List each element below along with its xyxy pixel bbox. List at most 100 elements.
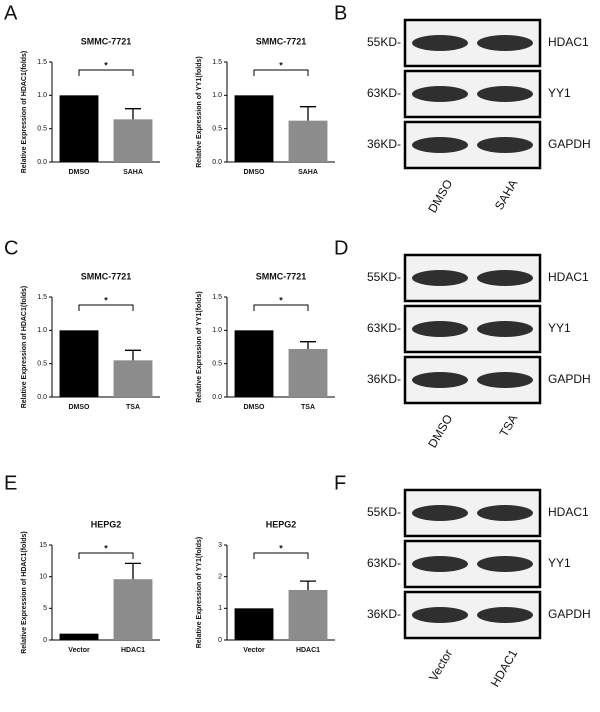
x-tick-label: DMSO xyxy=(69,404,91,411)
blot-band xyxy=(477,505,533,521)
lane-label: DMSO xyxy=(425,177,455,215)
significance-bracket xyxy=(253,304,309,311)
significance-mark: * xyxy=(104,295,108,305)
blot-band xyxy=(477,137,533,153)
error-bar xyxy=(300,341,316,349)
lane-label: Vector xyxy=(426,647,455,683)
blot-band xyxy=(412,372,468,388)
blot-band xyxy=(412,321,468,337)
blot-band xyxy=(412,505,468,521)
panel-letter: A xyxy=(4,2,18,24)
y-tick-label: 3 xyxy=(218,542,222,549)
bar xyxy=(113,360,153,397)
bar xyxy=(288,589,328,640)
y-tick-label: 1.0 xyxy=(37,327,47,334)
blot-band xyxy=(477,270,533,286)
y-tick-label: 5 xyxy=(43,605,47,612)
chart-title: SMMC-7721 xyxy=(81,36,132,46)
blot-band xyxy=(412,607,468,623)
bar xyxy=(59,633,99,640)
x-tick-label: DMSO xyxy=(244,169,266,176)
y-tick-label: 1.5 xyxy=(37,294,47,301)
bar xyxy=(113,119,153,162)
x-tick-label: Vector xyxy=(243,647,265,654)
marker-label: 63KD- xyxy=(367,556,401,570)
x-tick-label: HDAC1 xyxy=(296,647,320,654)
protein-label: HDAC1 xyxy=(548,35,589,49)
y-tick-label: 1.0 xyxy=(37,92,47,99)
lane-label: HDAC1 xyxy=(488,647,521,690)
error-bar xyxy=(300,580,316,590)
y-tick-label: 1.5 xyxy=(212,59,222,66)
marker-label: 36KD- xyxy=(367,137,401,151)
marker-label: 36KD- xyxy=(367,607,401,621)
x-tick-label: DMSO xyxy=(244,404,266,411)
lane-label: TSA xyxy=(497,412,521,439)
significance-mark: * xyxy=(104,543,108,553)
protein-label: HDAC1 xyxy=(548,505,589,519)
x-tick-label: SAHA xyxy=(298,169,318,176)
y-tick-label: 0.5 xyxy=(212,126,222,133)
protein-label: GAPDH xyxy=(548,137,591,151)
y-tick-label: 1.0 xyxy=(212,92,222,99)
marker-label: 63KD- xyxy=(367,321,401,335)
significance-mark: * xyxy=(279,543,283,553)
panel-letter: D xyxy=(334,237,348,259)
x-tick-label: Vector xyxy=(68,647,90,654)
chart-title: SMMC-7721 xyxy=(81,271,132,281)
blot-band xyxy=(412,137,468,153)
significance-mark: * xyxy=(279,60,283,70)
y-tick-label: 0.0 xyxy=(37,159,47,166)
marker-label: 55KD- xyxy=(367,270,401,284)
y-axis-label: Relative Expression of HDAC1(folds) xyxy=(21,531,28,654)
y-axis-label: Relative Expression of YY1(folds) xyxy=(196,56,203,168)
blot-band xyxy=(477,372,533,388)
y-axis-label: Relative Expression of YY1(folds) xyxy=(196,537,203,649)
y-tick-label: 1 xyxy=(218,605,222,612)
protein-label: HDAC1 xyxy=(548,270,589,284)
bar xyxy=(113,579,153,640)
x-tick-label: SAHA xyxy=(123,169,143,176)
protein-label: YY1 xyxy=(548,86,571,100)
blot-band xyxy=(477,556,533,572)
significance-bracket xyxy=(253,69,309,76)
y-tick-label: 1.5 xyxy=(212,294,222,301)
bar xyxy=(234,95,274,162)
significance-bracket xyxy=(78,552,134,559)
error-bar xyxy=(125,349,141,361)
blot-band xyxy=(412,270,468,286)
panel-letter: B xyxy=(334,2,347,24)
protein-label: GAPDH xyxy=(548,372,591,386)
y-axis-label: Relative Expression of HDAC1(folds) xyxy=(21,51,28,174)
chart-title: HEPG2 xyxy=(266,519,297,529)
lane-label: DMSO xyxy=(425,412,455,450)
blot-band xyxy=(477,607,533,623)
y-tick-label: 0.5 xyxy=(212,361,222,368)
significance-bracket xyxy=(78,304,134,311)
x-tick-label: TSA xyxy=(126,404,140,411)
error-bar xyxy=(125,108,141,120)
y-tick-label: 0.5 xyxy=(37,126,47,133)
protein-label: YY1 xyxy=(548,321,571,335)
lane-label: SAHA xyxy=(492,177,520,212)
y-tick-label: 1.5 xyxy=(37,59,47,66)
chart-title: SMMC-7721 xyxy=(256,271,307,281)
bar xyxy=(59,330,99,397)
y-axis-label: Relative Expression of HDAC1(folds) xyxy=(21,286,28,409)
blot-band xyxy=(477,86,533,102)
protein-label: YY1 xyxy=(548,556,571,570)
marker-label: 36KD- xyxy=(367,372,401,386)
significance-mark: * xyxy=(279,295,283,305)
x-tick-label: TSA xyxy=(301,404,315,411)
marker-label: 63KD- xyxy=(367,86,401,100)
blot-band xyxy=(412,86,468,102)
protein-label: GAPDH xyxy=(548,607,591,621)
y-tick-label: 0 xyxy=(43,637,47,644)
marker-label: 55KD- xyxy=(367,35,401,49)
panel-letter: C xyxy=(4,237,18,259)
blot-band xyxy=(412,556,468,572)
error-bar xyxy=(300,106,316,121)
y-tick-label: 0 xyxy=(218,637,222,644)
panel-letter: E xyxy=(4,472,17,494)
bar xyxy=(234,330,274,397)
